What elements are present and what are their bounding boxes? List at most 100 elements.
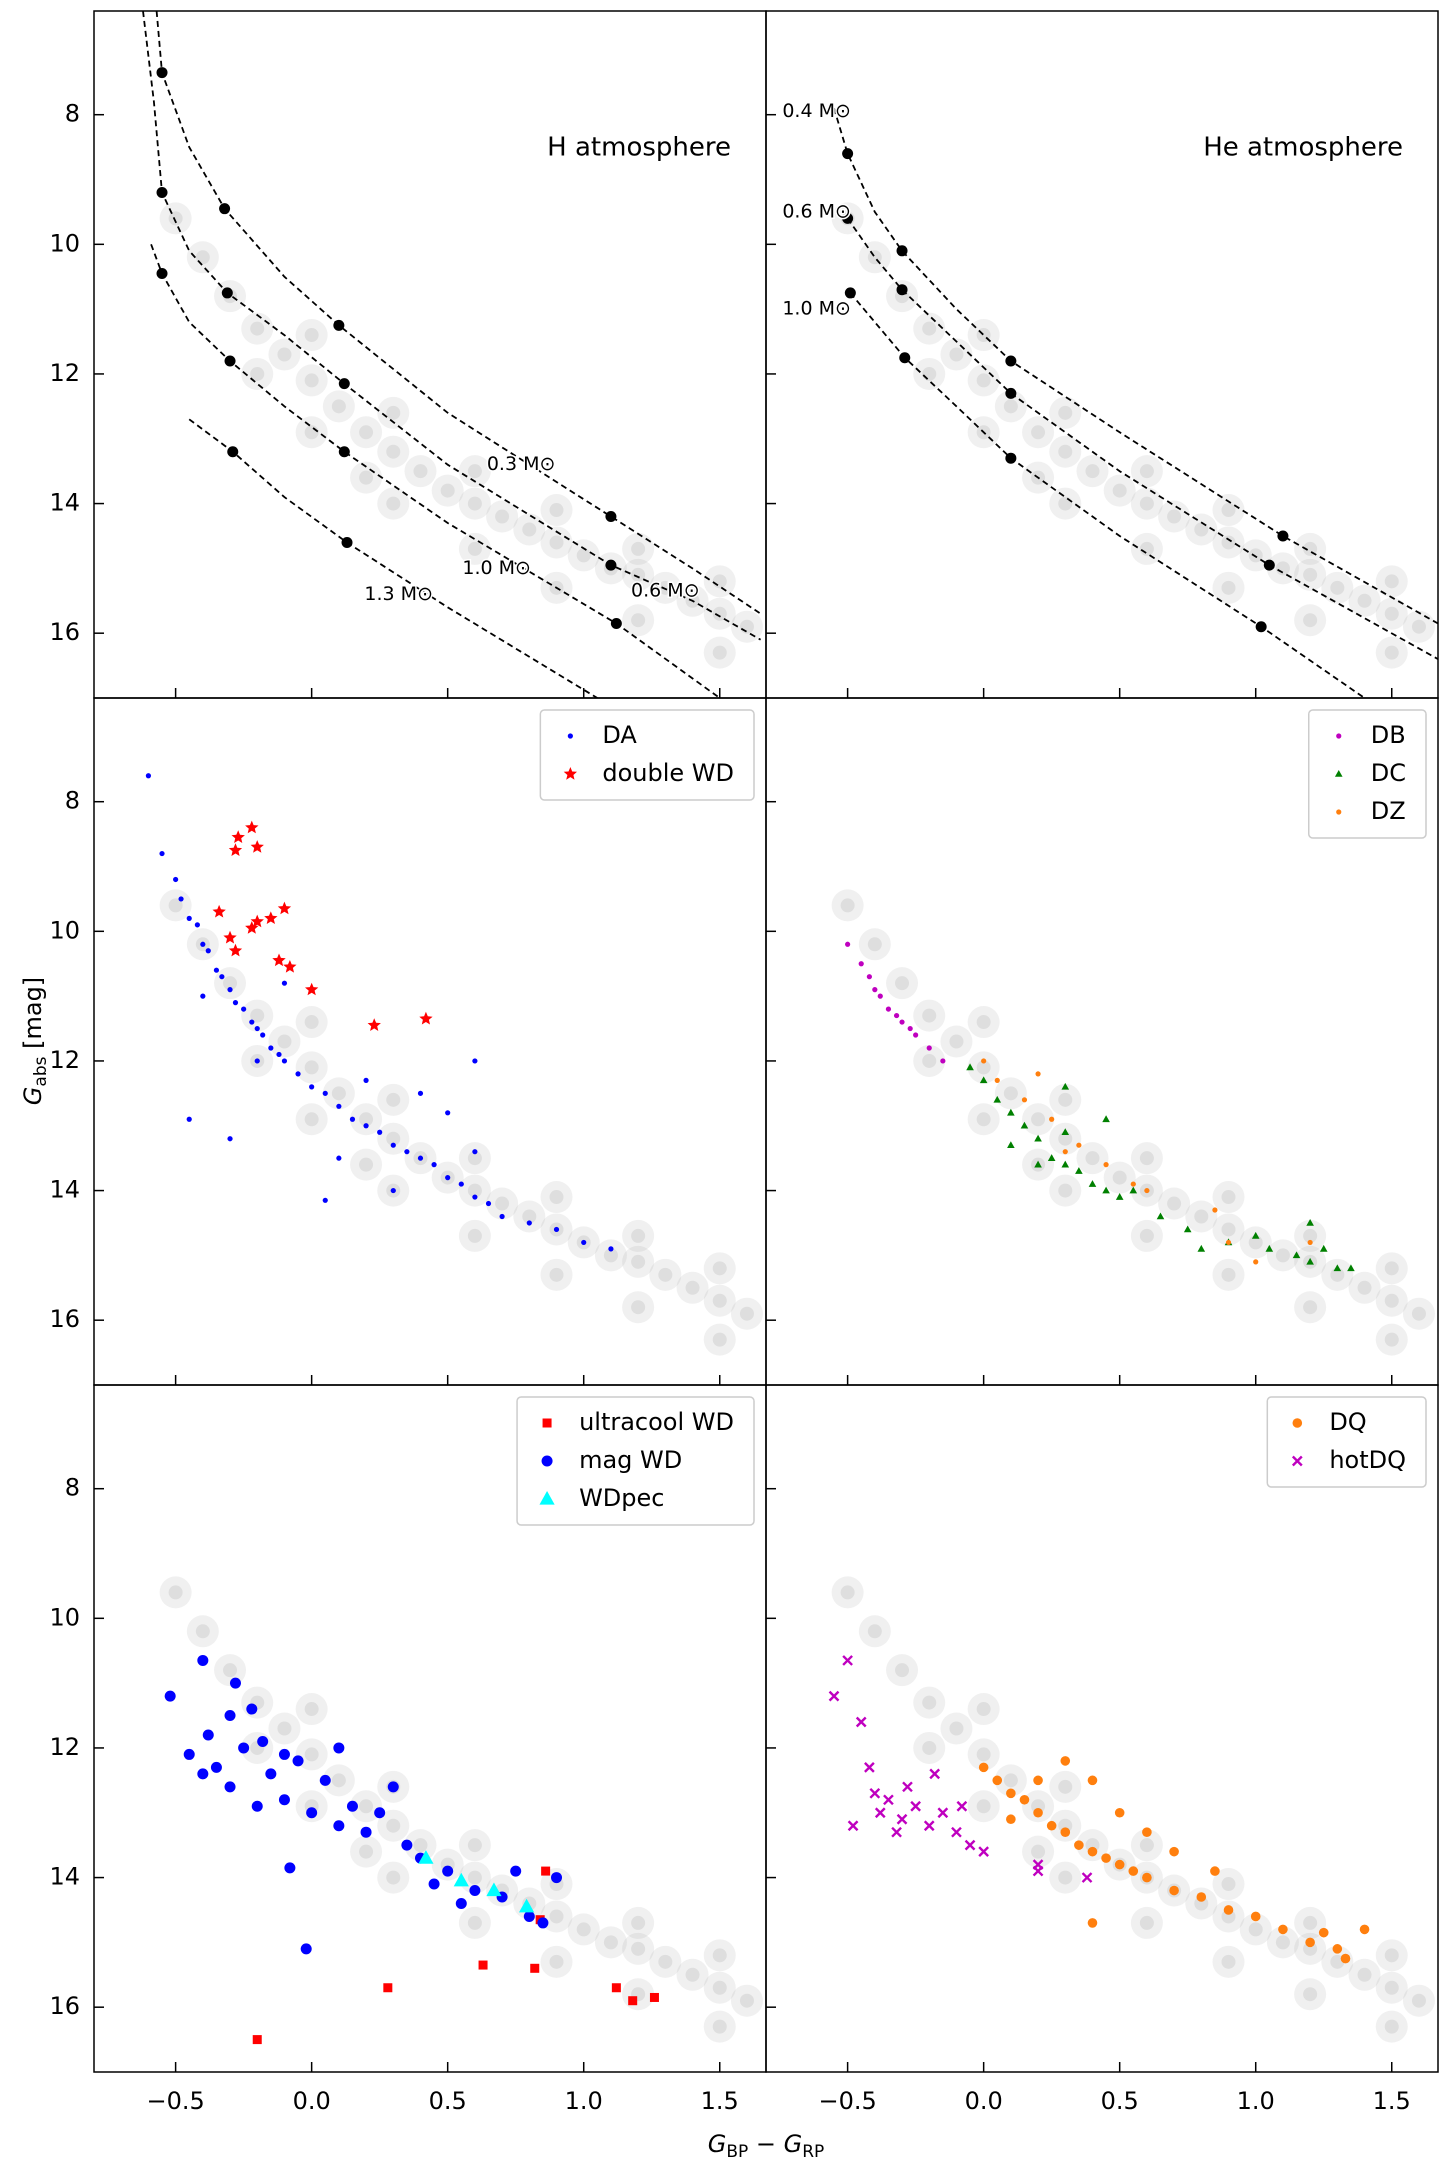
background-point bbox=[1049, 396, 1082, 429]
background-point bbox=[994, 1764, 1027, 1797]
x-tick-label: 1.0 bbox=[1237, 2087, 1275, 2115]
background-point bbox=[831, 1576, 864, 1609]
plot-area bbox=[831, 107, 1438, 698]
track-marker bbox=[1277, 530, 1289, 542]
background-point bbox=[631, 1254, 646, 1269]
background-point bbox=[676, 1271, 709, 1304]
background-point bbox=[486, 1187, 519, 1220]
point bbox=[445, 1175, 451, 1181]
point bbox=[278, 1794, 290, 1806]
point bbox=[1332, 1944, 1343, 1954]
track-marker bbox=[610, 617, 622, 629]
background-point bbox=[976, 1112, 991, 1127]
background-point bbox=[1303, 567, 1318, 582]
point bbox=[1306, 1257, 1314, 1265]
background-point bbox=[413, 464, 428, 479]
point bbox=[858, 961, 864, 967]
background-point bbox=[1221, 1222, 1236, 1237]
point bbox=[401, 1839, 413, 1851]
point bbox=[485, 1200, 492, 1207]
background-point bbox=[1022, 1790, 1055, 1823]
background-point bbox=[622, 1906, 655, 1939]
point bbox=[428, 1878, 440, 1890]
point bbox=[1062, 1149, 1068, 1155]
background-point bbox=[404, 455, 437, 488]
background-point bbox=[304, 425, 319, 440]
background-point bbox=[359, 425, 374, 440]
background-point bbox=[304, 1747, 319, 1762]
point bbox=[1347, 1264, 1355, 1272]
background-point bbox=[712, 2019, 727, 2034]
background-point bbox=[359, 1799, 374, 1814]
point bbox=[418, 1850, 434, 1864]
point bbox=[1019, 1794, 1030, 1805]
y-axis-label: Gabs [mag] bbox=[19, 977, 51, 1105]
background-point bbox=[377, 396, 410, 429]
background-point bbox=[268, 338, 301, 371]
background-point bbox=[703, 1971, 736, 2004]
point bbox=[542, 1418, 552, 1428]
background-point bbox=[1058, 1092, 1073, 1107]
background-point bbox=[1348, 1271, 1381, 1304]
background-point bbox=[712, 1332, 727, 1347]
point bbox=[254, 1025, 260, 1032]
background-point bbox=[250, 366, 265, 381]
point bbox=[899, 1019, 905, 1025]
legend-label: DA bbox=[602, 721, 637, 749]
annotation: He atmosphere bbox=[1203, 133, 1403, 163]
background-point bbox=[895, 976, 910, 991]
point bbox=[453, 1872, 469, 1887]
background-point bbox=[350, 1835, 383, 1868]
point bbox=[1169, 1846, 1179, 1857]
background-point bbox=[467, 496, 482, 511]
background-point bbox=[1076, 1829, 1109, 1862]
background-point bbox=[576, 548, 591, 563]
background-point bbox=[223, 976, 238, 991]
background-point bbox=[949, 1721, 964, 1736]
point bbox=[227, 1136, 233, 1142]
point bbox=[1076, 1142, 1082, 1148]
background-point bbox=[458, 487, 491, 520]
background-point bbox=[304, 1702, 319, 1717]
point bbox=[1334, 770, 1343, 777]
background-point bbox=[1212, 1181, 1245, 1214]
background-point bbox=[1321, 1258, 1354, 1291]
point bbox=[164, 1690, 176, 1702]
legend-label: DC bbox=[1371, 759, 1406, 787]
background-point bbox=[1248, 1922, 1263, 1937]
background-point bbox=[712, 1948, 727, 1963]
point bbox=[1087, 1775, 1098, 1786]
point bbox=[1225, 1239, 1232, 1246]
point bbox=[1336, 809, 1342, 815]
point bbox=[567, 733, 573, 739]
background-point bbox=[159, 1576, 192, 1609]
point bbox=[249, 1019, 255, 1025]
background-point bbox=[1212, 494, 1245, 527]
x-label-part: RP bbox=[802, 2142, 824, 2162]
point bbox=[197, 1654, 209, 1666]
track-label: 1.0 M⊙ bbox=[462, 557, 531, 579]
point bbox=[1061, 1160, 1070, 1168]
background-point bbox=[1212, 1900, 1245, 1933]
background-point bbox=[350, 1790, 383, 1823]
point bbox=[268, 1045, 274, 1051]
background-point bbox=[1375, 2010, 1408, 2043]
point bbox=[250, 914, 264, 928]
background-point bbox=[186, 241, 219, 274]
background-point bbox=[322, 1764, 355, 1797]
point bbox=[272, 953, 286, 967]
point bbox=[417, 1155, 424, 1161]
background-point bbox=[913, 999, 946, 1032]
background-point bbox=[377, 1861, 410, 1894]
y-tick-label: 12 bbox=[49, 1046, 80, 1074]
track-marker bbox=[896, 245, 908, 257]
background-point bbox=[1221, 1267, 1236, 1282]
point bbox=[526, 1220, 532, 1226]
background-point bbox=[967, 1006, 1000, 1039]
track-marker bbox=[338, 446, 350, 458]
y-tick-label: 16 bbox=[49, 1305, 80, 1333]
point bbox=[367, 1018, 381, 1031]
point bbox=[608, 1246, 614, 1252]
track-marker bbox=[338, 378, 350, 390]
background-point bbox=[1411, 619, 1426, 634]
